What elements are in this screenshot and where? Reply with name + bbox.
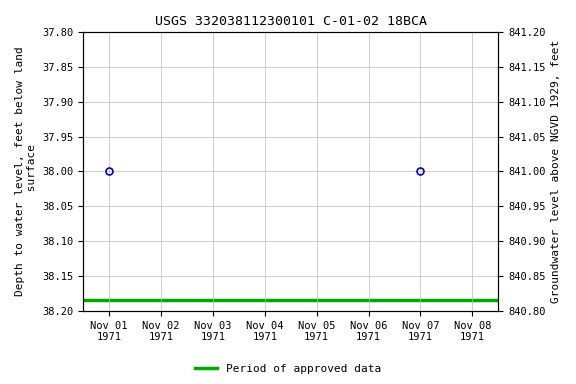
Y-axis label: Groundwater level above NGVD 1929, feet: Groundwater level above NGVD 1929, feet <box>551 40 561 303</box>
Title: USGS 332038112300101 C-01-02 18BCA: USGS 332038112300101 C-01-02 18BCA <box>155 15 427 28</box>
Y-axis label: Depth to water level, feet below land
 surface: Depth to water level, feet below land su… <box>15 46 37 296</box>
Legend: Period of approved data: Period of approved data <box>191 359 385 379</box>
